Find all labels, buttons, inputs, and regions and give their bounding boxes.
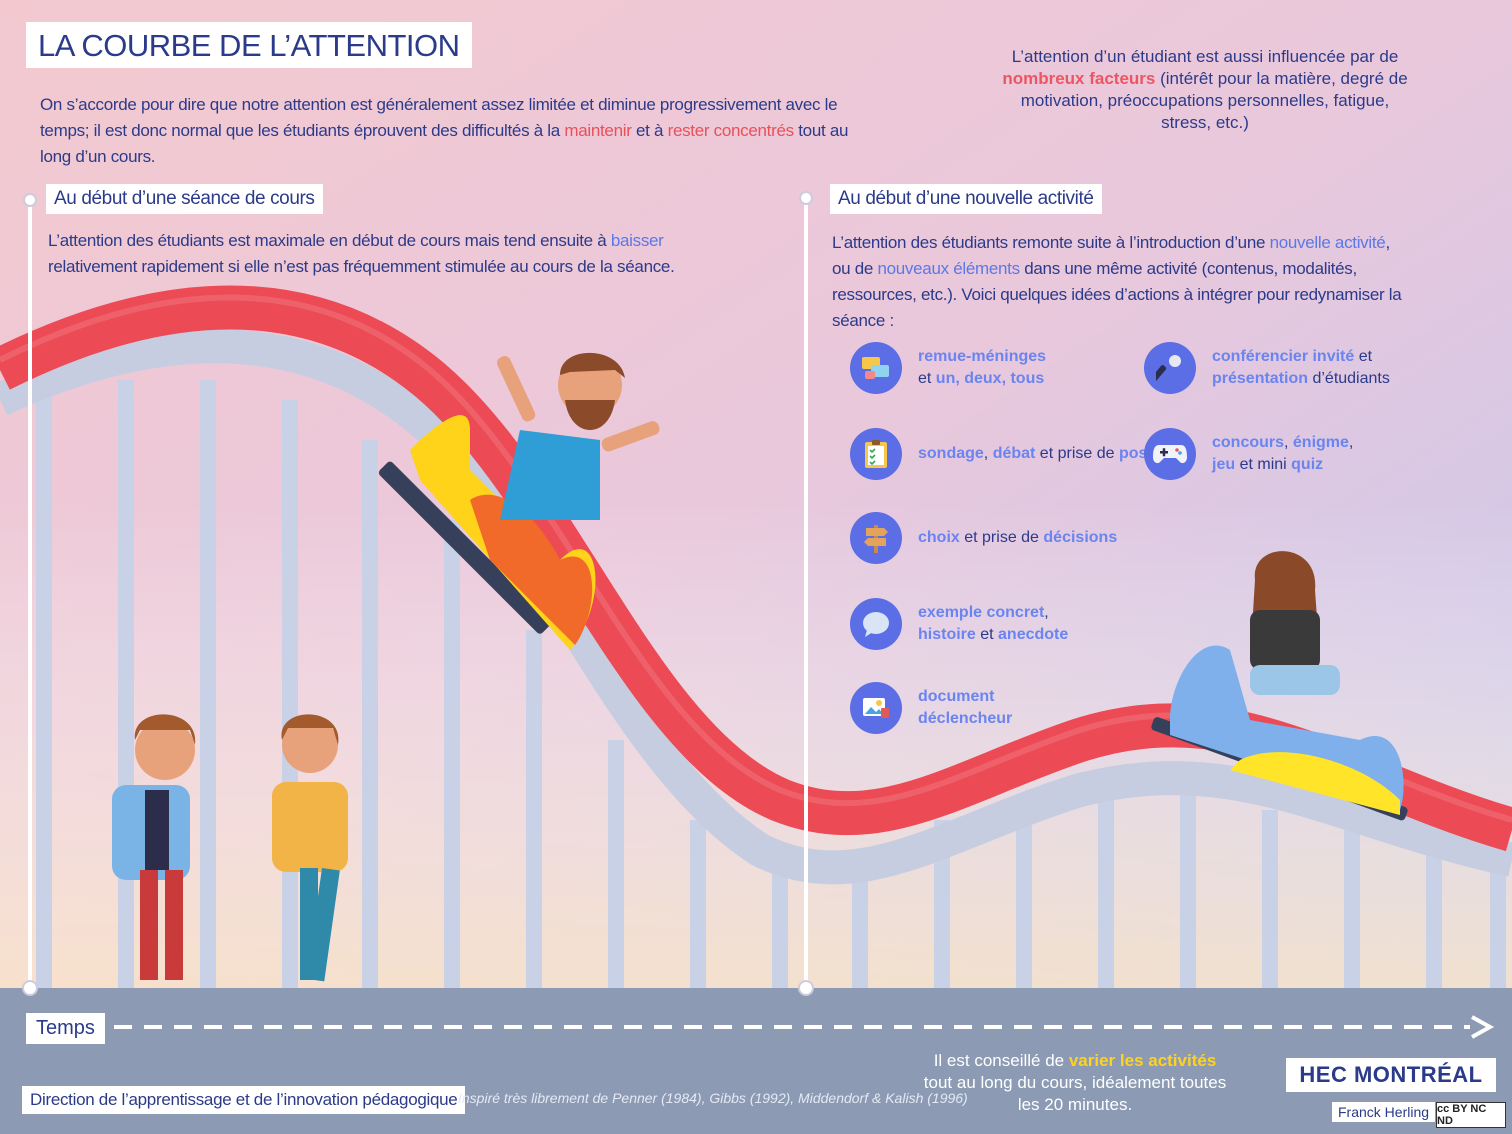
citation-text: Inspiré très librement de Penner (1984),… bbox=[458, 1090, 968, 1106]
activity-guest-speaker: conférencier invité et présentation d’ét… bbox=[1144, 342, 1390, 394]
microphone-icon bbox=[1144, 342, 1196, 394]
activity-choices: choix et prise de décisions bbox=[850, 512, 1117, 564]
hec-logo: HEC MONTRÉAL bbox=[1286, 1058, 1496, 1092]
media-document-icon bbox=[850, 682, 902, 734]
activity-brainstorm: remue-méninges et un, deux, tous bbox=[850, 342, 1046, 394]
advice-text: Il est conseillé de varier les activités… bbox=[923, 1051, 1227, 1114]
department-label: Direction de l’apprentissage et de l’inn… bbox=[22, 1086, 466, 1114]
gamepad-icon bbox=[1144, 428, 1196, 480]
section-start-course-label: Au début d’une séance de cours bbox=[46, 184, 323, 214]
chat-bubbles-icon bbox=[850, 342, 902, 394]
author-credit: Franck Herling bbox=[1332, 1102, 1436, 1122]
section-new-activity-text: L’attention des étudiants remonte suite … bbox=[832, 233, 1402, 330]
timeline-label: Temps bbox=[26, 1013, 105, 1044]
section-start-course-text: L’attention des étudiants est maximale e… bbox=[48, 231, 675, 276]
section-new-activity-label: Au début d’une nouvelle activité bbox=[830, 184, 1102, 214]
activity-stories: exemple concret, histoire et anecdote bbox=[850, 598, 1068, 650]
page-title: LA COURBE DE L’ATTENTION bbox=[26, 22, 472, 68]
speech-bubble-icon bbox=[850, 598, 902, 650]
activity-poll-debate: sondage, débat et prise de position bbox=[850, 428, 1181, 480]
activity-trigger-document: document déclencheur bbox=[850, 682, 1012, 734]
intro-paragraph: On s’accorde pour dire que notre attenti… bbox=[40, 95, 849, 166]
factors-paragraph: L’attention d’un étudiant est aussi infl… bbox=[1002, 47, 1408, 132]
activity-contests: concours, énigme, jeu et mini quiz bbox=[1144, 428, 1353, 480]
clipboard-icon bbox=[850, 428, 902, 480]
signpost-icon bbox=[850, 512, 902, 564]
license-badge: cc BY NC ND bbox=[1436, 1102, 1506, 1128]
